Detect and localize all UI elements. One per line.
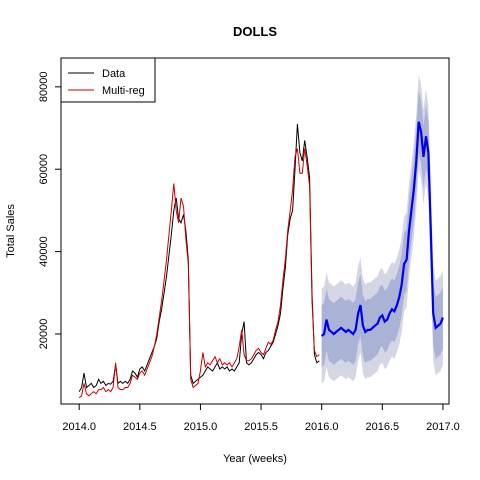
x-tick-label: 2014.5 <box>123 421 157 433</box>
legend: Data Multi-reg <box>60 57 156 103</box>
x-tick-label: 2015.0 <box>184 421 218 433</box>
y-tick-label: 60000 <box>38 154 50 185</box>
forecast-80-band <box>321 91 443 367</box>
y-tick-label: 80000 <box>38 72 50 103</box>
legend-label-multireg: Multi-reg <box>102 85 145 97</box>
y-tick-label: 40000 <box>38 236 50 267</box>
y-tick-label: 20000 <box>38 319 50 350</box>
legend-box <box>60 57 156 103</box>
chart-title: DOLLS <box>233 24 277 39</box>
x-tick-label: 2016.5 <box>365 421 399 433</box>
x-tick-label: 2017.0 <box>426 421 460 433</box>
series-forecast-line <box>320 121 444 337</box>
series-multireg-line <box>78 148 320 399</box>
y-axis-label: Total Sales <box>5 204 17 258</box>
forecast-80-band-area <box>321 91 443 367</box>
x-axis: 2014.0 2014.5 2015.0 2015.5 2016.0 2016.5 2017… <box>62 403 460 433</box>
legend-label-data: Data <box>102 68 126 80</box>
x-tick-label: 2014.0 <box>62 421 96 433</box>
series-data-line <box>78 123 320 392</box>
series-lines <box>78 121 444 399</box>
x-tick-label: 2015.5 <box>244 421 278 433</box>
x-tick-label: 2016.0 <box>305 421 339 433</box>
y-axis: 20000 40000 60000 80000 <box>38 72 62 350</box>
x-axis-label: Year (weeks) <box>223 453 287 465</box>
